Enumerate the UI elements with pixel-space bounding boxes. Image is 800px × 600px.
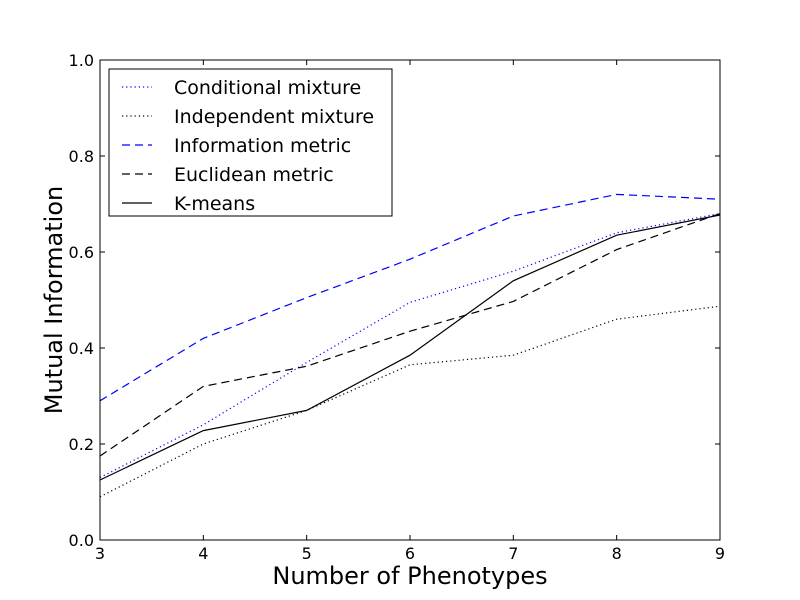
x-tick-label: 8 [612, 544, 622, 563]
legend-label-k-means: K-means [174, 193, 255, 215]
y-tick-label: 0.0 [69, 531, 94, 550]
legend-label-euclidean-metric: Euclidean metric [174, 164, 334, 186]
y-tick-label: 0.8 [69, 147, 94, 166]
series-line-information-metric [99, 193, 721, 402]
series-line-euclidean-metric [99, 213, 721, 457]
x-tick-label: 4 [198, 544, 208, 563]
y-tick-label: 1.0 [69, 51, 94, 70]
legend: Conditional mixture Independent mixture In… [108, 68, 393, 217]
x-axis-title: Number of Phenotypes [272, 562, 547, 590]
legend-label-information-metric: Information metric [174, 135, 351, 157]
x-tick-label: 3 [95, 544, 105, 563]
y-tick-label: 0.2 [69, 435, 94, 454]
y-tick-label: 0.4 [69, 339, 94, 358]
legend-box [108, 68, 393, 217]
x-tick-label: 7 [508, 544, 518, 563]
legend-label-independent-mixture: Independent mixture [174, 106, 374, 128]
legend-label-conditional-mixture: Conditional mixture [174, 77, 361, 99]
y-axis-title: Mutual Information [40, 186, 68, 414]
series-lines [99, 193, 721, 498]
y-tick-label: 0.6 [69, 243, 94, 262]
series-line-independent-mixture [99, 305, 721, 498]
x-tick-label: 5 [302, 544, 312, 563]
x-tick-label: 6 [405, 544, 415, 563]
plot-frame [99, 59, 721, 541]
series-line-k-means [99, 214, 721, 481]
x-tick-label: 9 [715, 544, 725, 563]
x-axis-ticks: 3 4 5 6 7 8 9 [95, 60, 725, 563]
y-axis-ticks: 0.0 0.2 0.4 0.6 0.8 1.0 [69, 51, 720, 550]
